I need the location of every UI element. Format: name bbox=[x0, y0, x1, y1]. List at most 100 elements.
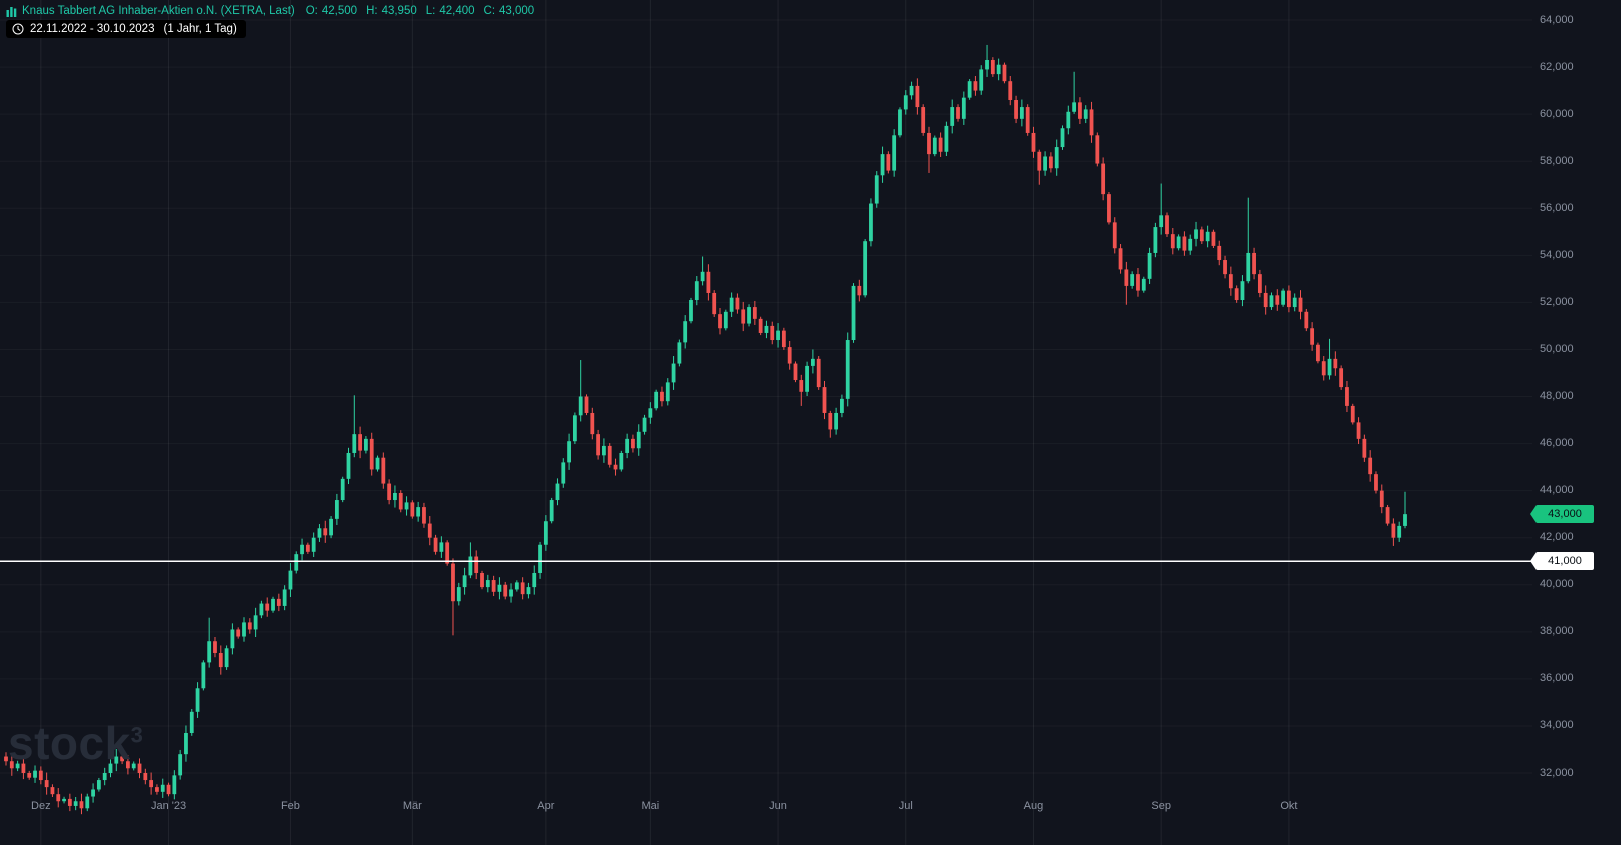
candle-body bbox=[718, 314, 722, 329]
candle-body bbox=[102, 773, 107, 781]
candle-body bbox=[1385, 507, 1390, 524]
candle-body bbox=[851, 285, 856, 341]
candle-body bbox=[956, 107, 960, 119]
candle-body bbox=[230, 629, 235, 649]
candle-body bbox=[1019, 107, 1024, 119]
candle-body bbox=[921, 107, 926, 133]
candle-body bbox=[404, 502, 409, 510]
price-axis[interactable]: 64,000 62,000 60,000 58,000 56,000 54,000 52,0… bbox=[1532, 0, 1621, 845]
candle-body bbox=[334, 500, 339, 519]
candle-body bbox=[1199, 229, 1204, 242]
candle-body bbox=[770, 325, 775, 341]
candle-body bbox=[689, 300, 693, 322]
candle-body bbox=[1089, 109, 1094, 136]
candle-body bbox=[276, 598, 281, 606]
candle-body bbox=[781, 330, 786, 348]
candle-body bbox=[1281, 290, 1285, 305]
candle-body bbox=[149, 780, 154, 788]
candle-body bbox=[44, 780, 49, 788]
watermark: stock3 bbox=[8, 716, 143, 770]
candle-body bbox=[485, 580, 490, 588]
candle-body bbox=[1327, 358, 1332, 376]
candle-body bbox=[427, 523, 432, 538]
candle-body bbox=[967, 81, 972, 98]
candle-body bbox=[758, 318, 763, 333]
candle-body bbox=[793, 363, 798, 381]
candle-body bbox=[1379, 490, 1384, 508]
last-price-badge: 43,000 bbox=[1530, 505, 1594, 524]
candle-body bbox=[520, 582, 525, 595]
candle-body bbox=[1292, 297, 1297, 308]
candle-body bbox=[555, 483, 560, 501]
candle-body bbox=[38, 770, 43, 781]
candle-body bbox=[1037, 151, 1042, 171]
date-range-pill[interactable]: 22.11.2022 - 30.10.2023 (1 Jahr, 1 Tag) bbox=[6, 20, 246, 38]
candle-body bbox=[706, 271, 711, 293]
price-axis-label: 62,000 bbox=[1540, 60, 1574, 73]
candle-body bbox=[1246, 252, 1251, 282]
candle-body bbox=[433, 537, 438, 552]
candle-body bbox=[961, 97, 966, 119]
candle-body bbox=[799, 380, 804, 392]
hline-price-label: 41,000 bbox=[1548, 555, 1582, 568]
candle-body bbox=[213, 641, 217, 653]
open-value: 42,500 bbox=[321, 5, 358, 17]
candle-body bbox=[224, 648, 229, 668]
candle-body bbox=[120, 756, 124, 762]
candle-body bbox=[422, 507, 426, 524]
candle-body bbox=[636, 431, 641, 449]
close-label: C: bbox=[483, 5, 496, 17]
candle-body bbox=[15, 763, 20, 769]
candle-body bbox=[178, 754, 183, 776]
close-value: 43,000 bbox=[499, 5, 535, 17]
low-value: 42,400 bbox=[439, 5, 475, 17]
candle-body bbox=[474, 556, 479, 573]
candle-body bbox=[282, 589, 287, 606]
candle-body bbox=[1257, 274, 1262, 293]
high-label: H: bbox=[366, 5, 378, 17]
price-axis-label: 40,000 bbox=[1540, 578, 1574, 591]
candle-body bbox=[1002, 64, 1007, 82]
candle-body bbox=[712, 292, 717, 315]
candle-body bbox=[62, 798, 66, 802]
price-axis-label: 52,000 bbox=[1540, 295, 1574, 308]
candle-body bbox=[468, 556, 473, 576]
candle-body bbox=[996, 64, 1001, 75]
price-axis-label: 32,000 bbox=[1540, 766, 1574, 779]
candle-body bbox=[265, 603, 270, 611]
candle-body bbox=[1153, 227, 1158, 253]
candle-body bbox=[752, 307, 757, 319]
price-axis-label: 48,000 bbox=[1540, 390, 1574, 402]
price-axis-label: 38,000 bbox=[1540, 625, 1574, 638]
candle-body bbox=[317, 528, 322, 538]
candle-body bbox=[1194, 229, 1198, 239]
period-label: (1 Jahr, 1 Tag) bbox=[163, 23, 237, 35]
candle-body bbox=[660, 391, 664, 402]
candle-body bbox=[683, 321, 688, 343]
candle-body bbox=[810, 358, 815, 366]
candle-body bbox=[596, 434, 601, 456]
instrument-title[interactable]: Knaus Tabbert AG Inhaber-Aktien o.N. (XE… bbox=[22, 5, 295, 17]
candle-body bbox=[369, 438, 374, 470]
candle-body bbox=[445, 542, 450, 564]
candle-body bbox=[1008, 81, 1013, 101]
candle-body bbox=[131, 763, 136, 769]
candle-body bbox=[642, 417, 647, 432]
price-axis-label: 50,000 bbox=[1540, 342, 1574, 355]
price-axis-label: 60,000 bbox=[1540, 107, 1574, 120]
candle-body bbox=[189, 711, 194, 733]
last-price-label: 43,000 bbox=[1548, 508, 1582, 521]
candle-body bbox=[126, 761, 130, 769]
candle-body bbox=[1310, 328, 1315, 345]
candle-body bbox=[1188, 238, 1193, 251]
candle-body bbox=[549, 500, 554, 522]
candle-body bbox=[915, 85, 920, 108]
candle-body bbox=[590, 412, 595, 435]
candle-body bbox=[1124, 269, 1129, 286]
candle-body bbox=[1159, 215, 1164, 228]
candle-body bbox=[1228, 274, 1233, 289]
candle-body bbox=[874, 175, 879, 204]
candle-body bbox=[694, 281, 699, 301]
instrument-row: Knaus Tabbert AG Inhaber-Aktien o.N. (XE… bbox=[6, 5, 534, 17]
